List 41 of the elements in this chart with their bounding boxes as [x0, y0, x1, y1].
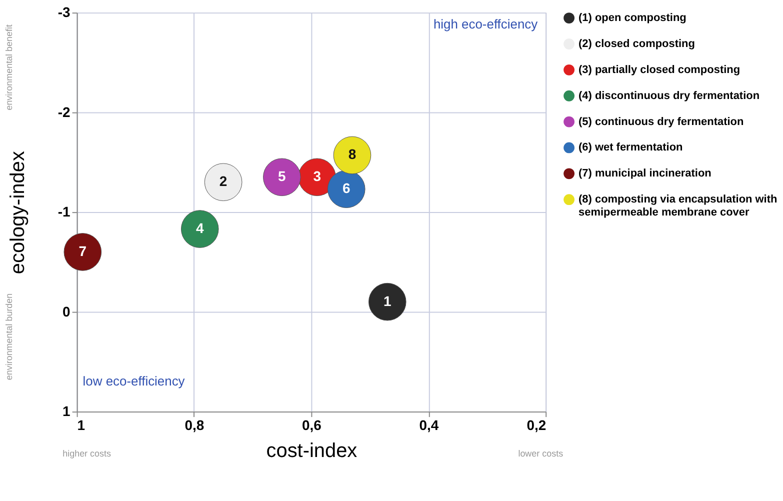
annotation: 2	[219, 173, 228, 190]
annotation: 7	[78, 242, 87, 259]
text: higher costs	[62, 448, 112, 458]
legend-label: (3) partially closed composting	[578, 64, 740, 76]
annotation: 3	[313, 168, 322, 184]
annotation: 8	[348, 146, 356, 162]
point	[333, 136, 372, 174]
legend-label: (1) open composting	[578, 12, 686, 24]
y-axis-title: ecology-index	[6, 151, 29, 274]
x-axis-title: cost-index	[266, 440, 358, 462]
point	[204, 163, 242, 202]
annotation: low eco-efficiency	[82, 374, 186, 389]
annotation: 4	[196, 220, 204, 236]
y-tick-label: -2	[58, 104, 71, 120]
annotation: high eco-effciency	[433, 16, 538, 32]
point	[368, 282, 406, 321]
legend-label: (4) discontinuous dry fermentation	[578, 90, 760, 102]
point	[262, 158, 301, 196]
y-tick-label: 1	[62, 403, 71, 420]
y-tick-label: -3	[58, 4, 71, 20]
legend-label: (8) composting via encapsulation with semipermeable membrane cover	[578, 194, 778, 219]
legend-label: (2) closed composting	[578, 38, 695, 50]
y-tick-label: 0	[62, 303, 71, 320]
point	[180, 210, 219, 248]
point	[327, 170, 366, 208]
annotation: 6	[342, 180, 350, 196]
y-tick-label: -1	[58, 204, 71, 220]
text: lower costs	[518, 448, 564, 458]
legend-label: (7) municipal incineration	[578, 168, 712, 180]
point	[64, 233, 102, 271]
x-tick-label: 0,2	[526, 416, 546, 433]
annotation: 1	[384, 292, 392, 309]
x-tick-label: 0,6	[302, 416, 322, 433]
text: environmental burden	[4, 293, 14, 380]
annotation: 5	[278, 168, 286, 184]
x-tick-label: 1	[77, 416, 86, 433]
legend-label: (6) wet fermentation	[578, 142, 684, 154]
x-tick-label: 0,4	[419, 416, 439, 433]
text: environmental benefit	[4, 24, 14, 110]
x-tick-label: 0,8	[184, 416, 204, 433]
legend-label: (5) continuous dry fermentation	[578, 116, 744, 128]
